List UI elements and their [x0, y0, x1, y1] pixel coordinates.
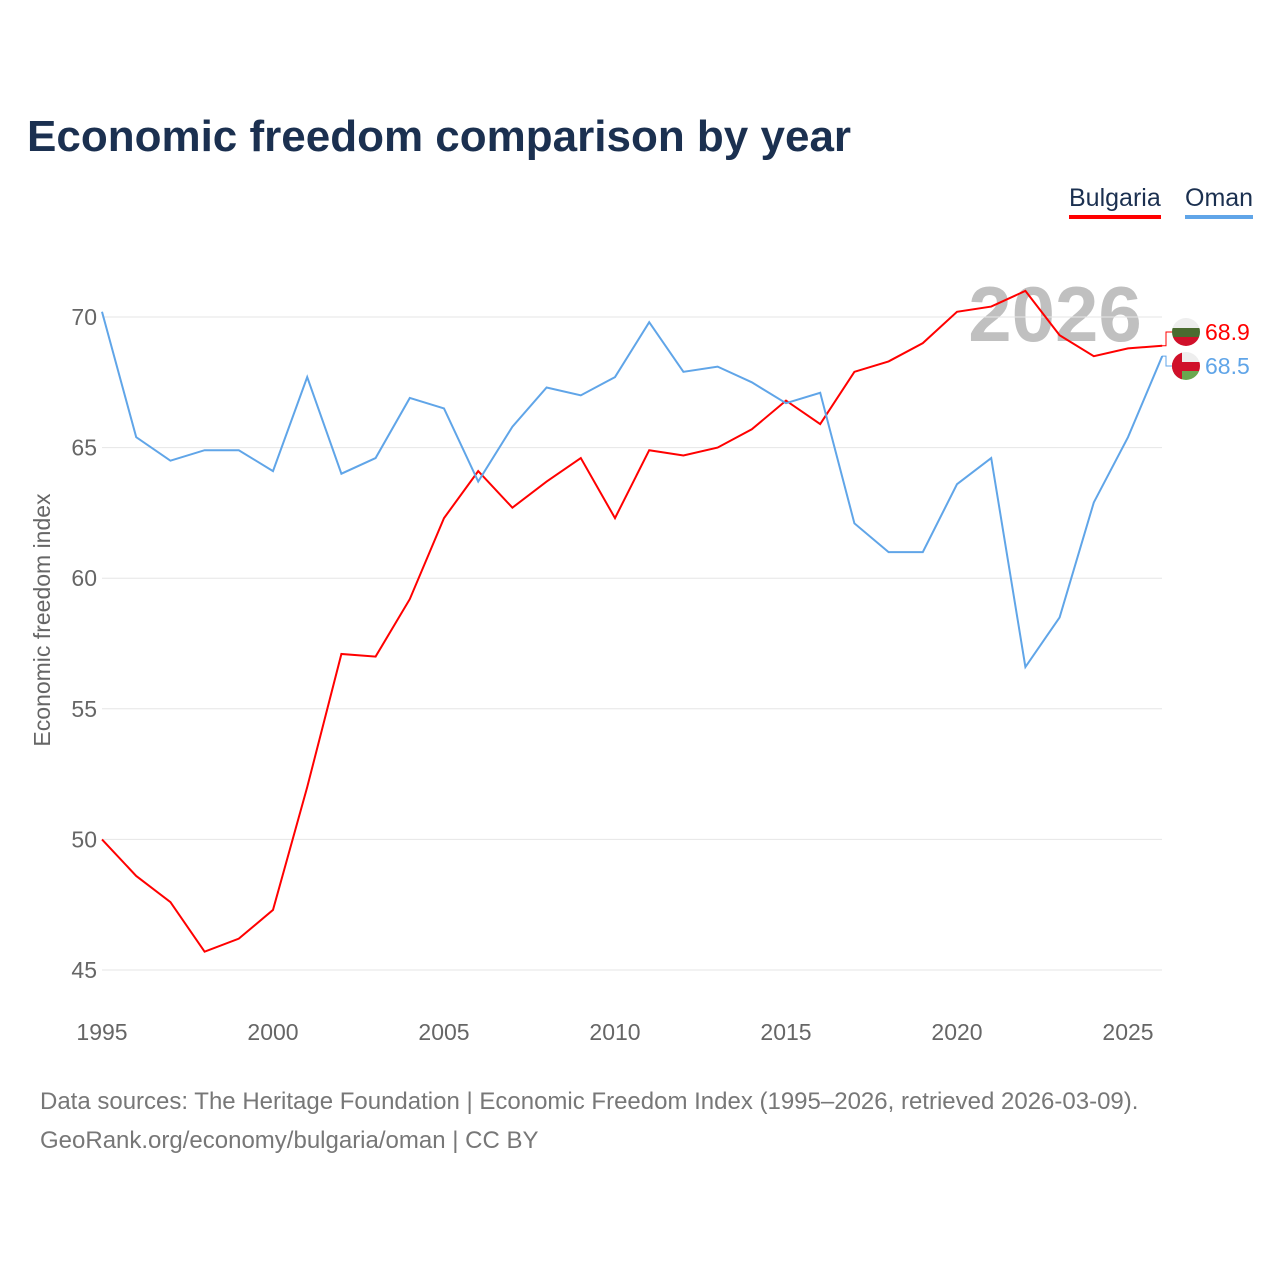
- y-axis-label: Economic freedom index: [29, 493, 55, 747]
- x-tick-label: 2005: [418, 1019, 469, 1045]
- x-tick-label: 2010: [589, 1019, 640, 1045]
- x-tick-label: 2015: [760, 1019, 811, 1045]
- source-link[interactable]: GeoRank.org/economy/bulgaria/oman | CC B…: [40, 1127, 539, 1154]
- line-bulgaria[interactable]: [101, 289, 1163, 953]
- y-tick-label: 65: [71, 435, 97, 461]
- y-tick-label: 60: [71, 565, 97, 591]
- y-tick-label: 50: [71, 826, 97, 852]
- y-tick-label: 45: [71, 957, 97, 983]
- legend-bulgaria[interactable]: Bulgaria: [1069, 184, 1161, 219]
- oman-flag-icon: [1172, 352, 1200, 380]
- year-watermark: 2026: [968, 270, 1142, 358]
- end-connector: [1162, 355, 1172, 367]
- x-tick-label: 2000: [247, 1019, 298, 1045]
- end-value-label: 68.5: [1205, 353, 1250, 379]
- chart-title: Economic freedom comparison by year: [27, 112, 852, 161]
- x-tick-label: 2025: [1102, 1019, 1153, 1045]
- end-value-label: 68.9: [1205, 319, 1250, 345]
- source-note: Data sources: The Heritage Foundation | …: [40, 1088, 1139, 1115]
- legend-oman[interactable]: Oman: [1185, 184, 1254, 219]
- y-tick-label: 70: [71, 304, 97, 330]
- y-tick-label: 55: [71, 696, 97, 722]
- end-connector: [1162, 331, 1172, 347]
- line-oman[interactable]: [101, 311, 1164, 670]
- x-tick-label: 2020: [931, 1019, 982, 1045]
- bulgaria-flag-icon: [1172, 318, 1200, 346]
- x-tick-label: 1995: [76, 1019, 127, 1045]
